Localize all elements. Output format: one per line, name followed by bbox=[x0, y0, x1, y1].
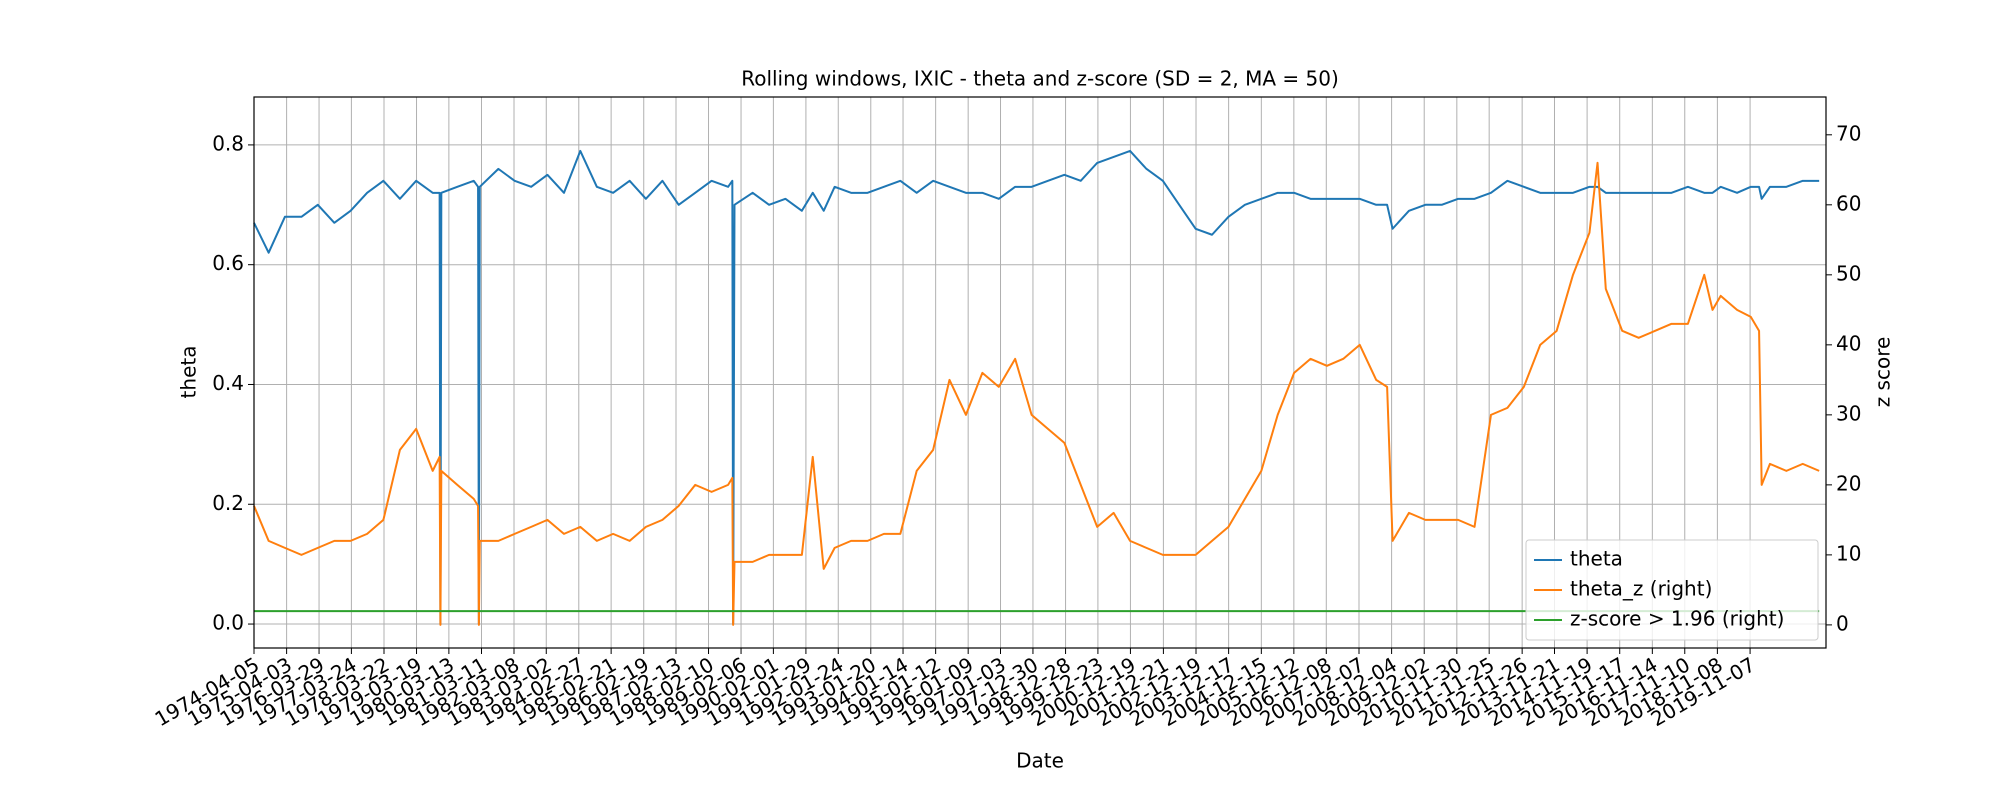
legend-label: theta bbox=[1570, 547, 1623, 571]
y2-tick-label: 0 bbox=[1836, 611, 1849, 635]
y2-tick-label: 60 bbox=[1836, 191, 1861, 215]
plot-frame bbox=[253, 96, 1827, 649]
y-tick-label: 0.2 bbox=[212, 491, 244, 515]
y-tick-label: 0.4 bbox=[212, 371, 244, 395]
chart-title: Rolling windows, IXIC - theta and z-scor… bbox=[741, 67, 1339, 91]
y2-tick-label: 70 bbox=[1836, 121, 1861, 145]
y-tick-label: 0.8 bbox=[212, 131, 244, 155]
x-axis-label: Date bbox=[1016, 749, 1064, 773]
legend-label: z-score > 1.96 (right) bbox=[1570, 607, 1784, 631]
y-tick-label: 0.6 bbox=[212, 251, 244, 275]
y2-axis-label: z score bbox=[1871, 337, 1895, 408]
y2-tick-label: 30 bbox=[1836, 401, 1861, 425]
y2-tick-label: 10 bbox=[1836, 541, 1861, 565]
y2-tick-label: 20 bbox=[1836, 471, 1861, 495]
y2-tick-label: 50 bbox=[1836, 261, 1861, 285]
y-axis-label: theta bbox=[177, 346, 201, 399]
legend-box bbox=[1525, 539, 1819, 641]
legend-label: theta_z (right) bbox=[1570, 577, 1712, 601]
y-tick-label: 0.0 bbox=[212, 611, 244, 635]
y2-tick-label: 40 bbox=[1836, 331, 1861, 355]
